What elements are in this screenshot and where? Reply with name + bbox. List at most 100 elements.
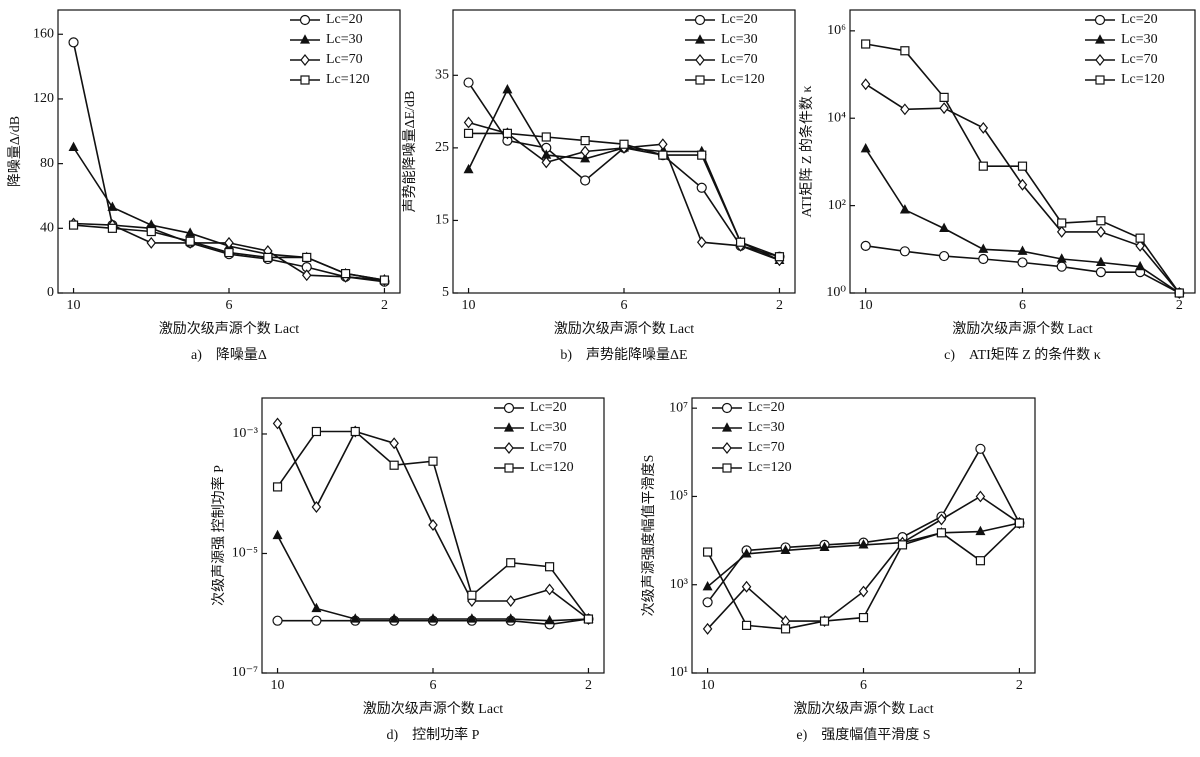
marker (780, 544, 791, 554)
marker (272, 615, 283, 626)
plot-frame (691, 397, 1036, 674)
marker (978, 161, 988, 171)
marker (702, 580, 713, 591)
marker (1056, 253, 1067, 263)
marker (936, 513, 947, 526)
y-tick-label: 35 (435, 68, 449, 83)
marker (702, 622, 713, 635)
legend-label: Lc=120 (530, 460, 574, 475)
marker (861, 39, 871, 49)
marker (978, 253, 989, 265)
x-tick-label: 10 (271, 678, 285, 693)
marker (819, 541, 830, 552)
y-tick-label: 5 (442, 285, 449, 300)
caption: e) 强度幅值平滑度 S (796, 726, 930, 743)
caption: d) 控制功率 P (387, 726, 480, 743)
marker (1056, 261, 1067, 272)
marker (900, 46, 910, 56)
marker (939, 102, 949, 115)
marker (819, 616, 830, 626)
marker (741, 548, 752, 558)
marker (185, 236, 195, 246)
legend-label: Lc=20 (748, 400, 785, 415)
legend-marker (695, 34, 705, 44)
legend-label: Lc=30 (748, 420, 785, 435)
legend-marker (1094, 14, 1106, 26)
legend-label: Lc=30 (721, 32, 758, 47)
x-tick-label: 6 (621, 298, 628, 313)
marker (1096, 216, 1106, 226)
legend-label: Lc=20 (530, 400, 567, 415)
marker (505, 613, 516, 623)
marker (975, 525, 986, 536)
marker (1135, 239, 1145, 252)
marker (735, 237, 746, 247)
caption: a) 降噪量Δ (191, 347, 267, 363)
marker (544, 614, 555, 625)
marker (1014, 518, 1025, 528)
marker (900, 103, 910, 116)
legend-label: Lc=120 (1121, 72, 1165, 87)
marker (774, 252, 785, 262)
marker (389, 460, 399, 470)
marker (1056, 225, 1067, 238)
marker (146, 236, 157, 249)
y-tick-label: 0 (47, 285, 54, 300)
marker (463, 128, 474, 138)
marker (936, 528, 947, 538)
x-axis-label: 激励次级声源个数 Lact (363, 700, 503, 717)
marker (68, 141, 79, 152)
legend-label: Lc=30 (530, 420, 567, 435)
legend-marker (695, 54, 705, 66)
legend-label: Lc=30 (326, 32, 363, 47)
marker (301, 269, 312, 282)
marker (702, 547, 713, 557)
x-tick-label: 2 (1016, 678, 1023, 693)
marker (583, 614, 594, 624)
x-tick-label: 6 (860, 678, 867, 693)
x-tick-label: 10 (462, 298, 476, 313)
marker (939, 92, 949, 102)
marker (899, 204, 910, 214)
marker (975, 443, 986, 454)
series-line (276, 535, 589, 622)
marker (702, 597, 713, 608)
y-tick-label: 120 (33, 91, 54, 106)
marker (107, 223, 118, 233)
marker (272, 482, 283, 492)
marker (580, 145, 590, 158)
x-axis-label: 激励次级声源个数 Lact (159, 320, 299, 337)
legend-marker (504, 442, 514, 454)
marker (146, 226, 156, 237)
marker (780, 624, 791, 634)
marker (1057, 218, 1067, 228)
marker (541, 156, 552, 169)
marker (858, 539, 869, 549)
marker (185, 227, 196, 237)
x-tick-label: 10 (859, 298, 873, 313)
legend-marker (722, 442, 732, 454)
marker (1095, 267, 1107, 278)
x-axis-label: 激励次级声源个数 Lact (793, 700, 933, 717)
marker (463, 116, 474, 129)
legend-label: Lc=20 (1121, 12, 1158, 27)
legend-label: Lc=120 (748, 460, 792, 475)
marker (311, 426, 322, 437)
marker (379, 275, 390, 285)
marker (389, 613, 400, 623)
marker (1017, 245, 1028, 255)
legend-marker (722, 463, 732, 473)
marker (502, 128, 513, 138)
legend-label: Lc=70 (1121, 52, 1158, 67)
marker (697, 150, 707, 160)
legend-label: Lc=30 (1121, 32, 1158, 47)
legend-label: Lc=70 (721, 52, 758, 67)
marker (272, 417, 283, 430)
legend-marker (300, 54, 310, 66)
legend-label: Lc=70 (748, 440, 785, 455)
marker (311, 615, 322, 626)
y-tick-label: 10² (828, 198, 846, 213)
marker (311, 602, 322, 613)
marker (580, 152, 591, 163)
